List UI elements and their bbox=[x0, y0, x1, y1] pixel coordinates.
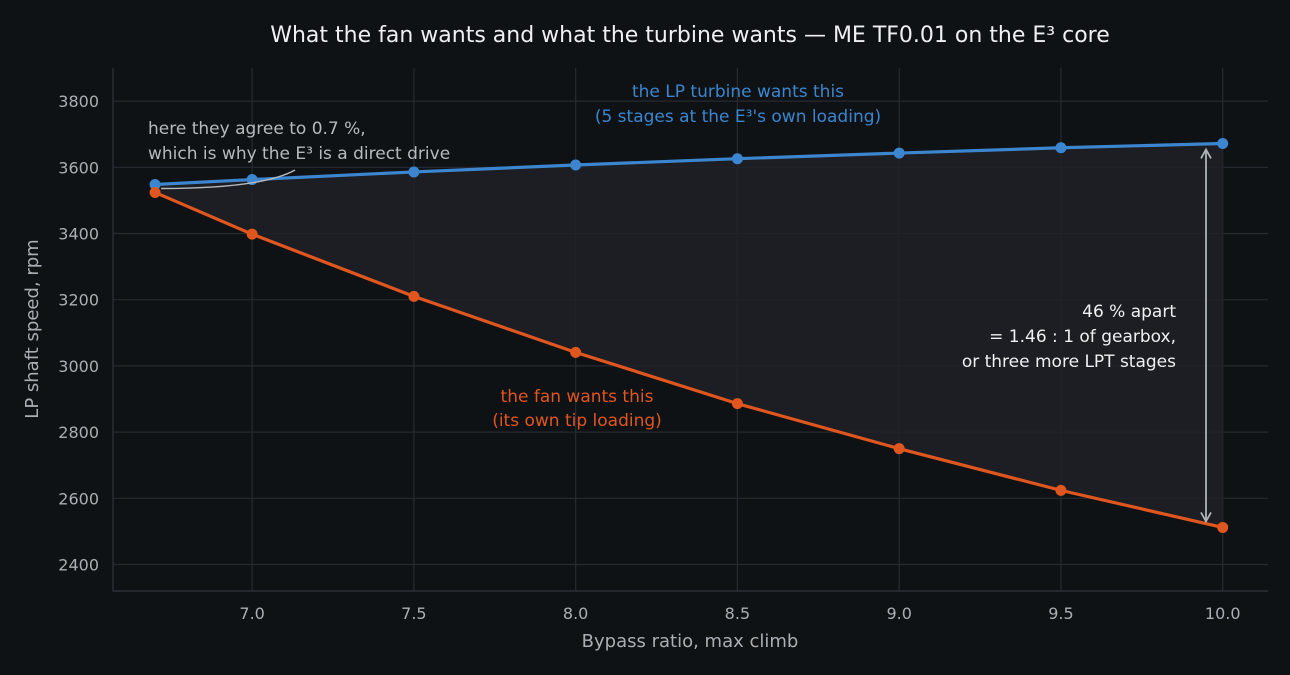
y-tick-label: 2400 bbox=[58, 556, 99, 575]
gap-annotation-line: = 1.46 : 1 of gearbox, bbox=[989, 327, 1176, 347]
axes: 7.0 7.5 8.0 8.5 9.0 9.5 10.0 2400 2600 2800 3000 32… bbox=[58, 68, 1268, 623]
axis-spines bbox=[112, 68, 1268, 592]
turbine-point bbox=[731, 153, 743, 165]
x-tick-label: 10.0 bbox=[1205, 604, 1241, 623]
y-tick-label: 2800 bbox=[58, 423, 99, 442]
y-tick-label: 3400 bbox=[58, 225, 99, 244]
x-tick-label: 9.0 bbox=[886, 604, 911, 623]
gap-annotation: 46 % apart = 1.46 : 1 of gearbox, or three… bbox=[962, 302, 1177, 372]
gap-annotation-line: 46 % apart bbox=[1082, 302, 1176, 322]
turbine-annotation-line: (5 stages at the E³'s own loading) bbox=[595, 107, 881, 127]
y-tick-label: 2600 bbox=[58, 489, 99, 508]
agreement-annotation: here they agree to 0.7 %, which is why th… bbox=[148, 119, 450, 164]
fan-point bbox=[1217, 521, 1229, 533]
series bbox=[149, 137, 1229, 533]
y-tick-label: 3800 bbox=[58, 92, 99, 111]
agreement-annotation-line: which is why the E³ is a direct drive bbox=[148, 144, 450, 164]
y-tick-label: 3000 bbox=[58, 357, 99, 376]
gap-arrow-head-down bbox=[1200, 512, 1212, 524]
turbine-point bbox=[408, 166, 420, 178]
gap-annotation-line: or three more LPT stages bbox=[962, 352, 1176, 372]
fan-point bbox=[1055, 484, 1067, 496]
x-tick-label: 7.5 bbox=[401, 604, 426, 623]
fan-point bbox=[149, 186, 161, 198]
fan-speed-line bbox=[154, 190, 1224, 530]
turbine-point bbox=[893, 147, 905, 159]
turbine-point bbox=[1055, 142, 1067, 154]
turbine-speed-line bbox=[154, 141, 1223, 187]
y-tick-label: 3600 bbox=[58, 158, 99, 177]
fan-point bbox=[570, 346, 582, 358]
turbine-point bbox=[1217, 137, 1229, 149]
gap-arrow-head-up bbox=[1200, 147, 1212, 159]
fan-point bbox=[893, 443, 905, 455]
fan-point bbox=[246, 228, 258, 240]
annotations: the LP turbine wants this (5 stages at th… bbox=[148, 82, 1212, 524]
x-tick-label: 8.5 bbox=[725, 604, 750, 623]
turbine-annotation-line: the LP turbine wants this bbox=[632, 82, 844, 102]
fan-annotation-line: the fan wants this bbox=[501, 387, 654, 407]
x-axis-label: Bypass ratio, max climb bbox=[582, 631, 799, 652]
chart-title: What the fan wants and what the turbine … bbox=[270, 23, 1110, 48]
y-tick-label: 3200 bbox=[58, 291, 99, 310]
x-tick-label: 7.0 bbox=[239, 604, 264, 623]
fan-annotation: the fan wants this (its own tip loading) bbox=[492, 387, 662, 431]
fan-annotation-line: (its own tip loading) bbox=[492, 411, 662, 431]
agreement-annotation-line: here they agree to 0.7 %, bbox=[148, 119, 366, 139]
fan-point bbox=[408, 290, 420, 302]
fan-point bbox=[731, 398, 743, 410]
y-axis-label: LP shaft speed, rpm bbox=[22, 239, 43, 418]
turbine-point bbox=[570, 159, 582, 171]
turbine-point bbox=[149, 179, 161, 191]
turbine-annotation: the LP turbine wants this (5 stages at th… bbox=[595, 82, 881, 127]
gap-shading bbox=[155, 143, 1223, 528]
x-tick-label: 8.0 bbox=[563, 604, 588, 623]
agreement-pointer bbox=[161, 169, 296, 190]
x-tick-label: 9.5 bbox=[1048, 604, 1073, 623]
